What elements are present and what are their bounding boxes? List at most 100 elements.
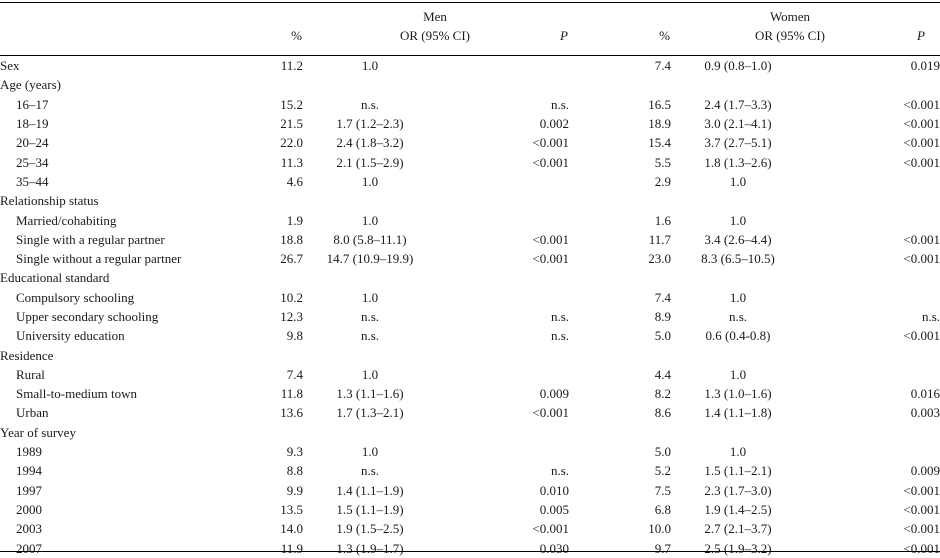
men-or-cell: 1.7 (1.2–2.3)	[336, 116, 404, 132]
women-p-cell: <0.001	[903, 482, 940, 498]
men-p-cell	[437, 423, 569, 442]
row-label: 18–19	[16, 116, 49, 132]
men-p-cell: n.s.	[550, 463, 569, 479]
row-label: Sex	[0, 58, 20, 74]
women-pct-cell: 23.0	[648, 251, 671, 267]
men-p-cell: n.s.	[550, 96, 569, 112]
table-row: Compulsory schooling 10.2 1.0 7.4 1.0	[0, 288, 940, 307]
women-or-header: OR (95% CI)	[754, 28, 826, 43]
men-p-cell	[437, 365, 569, 384]
men-pct-cell: 11.3	[280, 154, 303, 170]
women-pct-cell: 8.6	[654, 405, 671, 421]
men-p-cell	[437, 345, 569, 364]
row-label: Residence	[0, 347, 54, 363]
men-pct-cell: 9.3	[286, 444, 303, 460]
bottom-rule	[0, 551, 940, 552]
women-or-cell: 1.0	[729, 289, 747, 305]
men-pct-cell	[230, 75, 303, 94]
table-row: 25–34 11.3 2.1 (1.5–2.9) <0.001 5.5 1.8 (1.3–…	[0, 152, 940, 171]
row-label: Rural	[16, 366, 45, 382]
men-p-cell	[437, 288, 569, 307]
women-or-cell	[671, 191, 805, 210]
men-or-cell: n.s.	[360, 309, 380, 324]
row-label: Small-to-medium town	[16, 386, 137, 402]
women-pct-cell: 4.4	[654, 366, 671, 382]
men-pct-cell: 22.0	[280, 135, 303, 151]
women-or-cell: n.s.	[728, 309, 748, 324]
men-p-cell	[437, 56, 569, 75]
men-p-cell: n.s.	[550, 309, 569, 324]
men-pct-cell: 14.0	[280, 521, 303, 537]
women-or-cell: 0.6 (0.4-0.8)	[705, 328, 771, 344]
women-p-cell	[805, 191, 940, 210]
row-label: 1994	[16, 463, 42, 479]
men-pct-cell: 15.2	[280, 96, 303, 112]
men-pct-cell: 13.6	[280, 405, 303, 421]
men-pct-cell: 11.9	[280, 540, 303, 556]
women-p-cell: <0.001	[903, 96, 940, 112]
men-pct-cell: 9.9	[286, 482, 303, 498]
header-rule	[0, 55, 940, 56]
women-or-cell: 3.4 (2.6–4.4)	[704, 231, 772, 247]
women-or-cell: 1.0	[729, 212, 747, 228]
women-pct-cell: 5.0	[654, 328, 671, 344]
table-row: Age (years)	[0, 75, 940, 94]
women-pct-cell: 8.9	[654, 309, 671, 324]
table-row: University education 9.8 n.s. n.s. 5.0 0.6 (0…	[0, 326, 940, 345]
men-or-cell: n.s.	[360, 328, 380, 344]
table-row: 16–17 15.2 n.s. n.s. 16.5 2.4 (1.7–3.3) <0.001	[0, 95, 940, 114]
row-label: 2000	[16, 501, 42, 517]
table-row: 35–44 4.6 1.0 2.9 1.0	[0, 172, 940, 191]
women-p-cell	[805, 268, 940, 287]
women-or-cell: 2.3 (1.7–3.0)	[704, 482, 772, 498]
women-or-cell: 2.5 (1.9–3.2)	[704, 540, 772, 556]
women-p-cell: <0.001	[903, 251, 940, 267]
men-or-cell	[303, 75, 437, 94]
men-pct-cell	[230, 191, 303, 210]
table-row: 2007 11.9 1.3 (1.9–1.7) 0.030 9.7 2.5 (1.9–3.…	[0, 538, 940, 557]
men-or-cell: 2.1 (1.5–2.9)	[336, 154, 404, 170]
women-pct-cell	[569, 75, 671, 94]
men-or-cell: 1.3 (1.9–1.7)	[336, 540, 404, 556]
table-row: 1994 8.8 n.s. n.s. 5.2 1.5 (1.1–2.1) 0.009	[0, 461, 940, 480]
women-pct-cell	[569, 268, 671, 287]
men-or-cell	[303, 268, 437, 287]
women-or-cell: 2.7 (2.1–3.7)	[704, 521, 772, 537]
women-pct-cell: 9.7	[654, 540, 671, 556]
women-pct-cell: 7.4	[654, 289, 671, 305]
men-pct-cell	[230, 345, 303, 364]
table-row: Relationship status	[0, 191, 940, 210]
women-or-cell: 1.0	[729, 366, 747, 382]
table-row: Single with a regular partner 18.8 8.0 (5.…	[0, 230, 940, 249]
row-label: Year of survey	[0, 424, 76, 440]
men-or-cell: 2.4 (1.8–3.2)	[336, 135, 404, 151]
table-row: 18–19 21.5 1.7 (1.2–2.3) 0.002 18.9 3.0 (2.1–…	[0, 114, 940, 133]
men-pct-cell: 26.7	[280, 251, 303, 267]
table-row: Residence	[0, 345, 940, 364]
men-pct-cell: 21.5	[280, 116, 303, 132]
men-p-cell: 0.005	[539, 501, 569, 517]
women-p-cell: <0.001	[903, 501, 940, 517]
men-p-cell: <0.001	[532, 405, 569, 421]
table-row: 2003 14.0 1.9 (1.5–2.5) <0.001 10.0 2.7 (2.1–…	[0, 519, 940, 538]
men-or-cell	[303, 345, 437, 364]
men-or-cell: 1.3 (1.1–1.6)	[336, 386, 404, 402]
men-or-cell: 1.0	[361, 444, 379, 460]
men-pct-cell: 11.8	[280, 386, 303, 402]
women-p-cell	[805, 365, 940, 384]
men-p-cell	[437, 268, 569, 287]
men-p-cell	[437, 172, 569, 191]
women-group-header: Women	[769, 9, 811, 24]
table-row: 1989 9.3 1.0 5.0 1.0	[0, 442, 940, 461]
women-or-cell: 1.4 (1.1–1.8)	[704, 405, 772, 421]
men-pct-cell: 4.6	[286, 173, 303, 189]
men-or-cell: 1.4 (1.1–1.9)	[336, 482, 404, 498]
table-row: Rural 7.4 1.0 4.4 1.0	[0, 365, 940, 384]
row-label: 20–24	[16, 135, 49, 151]
women-pct-cell: 18.9	[648, 116, 671, 132]
men-p-cell	[437, 442, 569, 461]
women-p-cell: <0.001	[903, 540, 940, 556]
women-p-cell	[805, 423, 940, 442]
women-p-cell	[805, 172, 940, 191]
